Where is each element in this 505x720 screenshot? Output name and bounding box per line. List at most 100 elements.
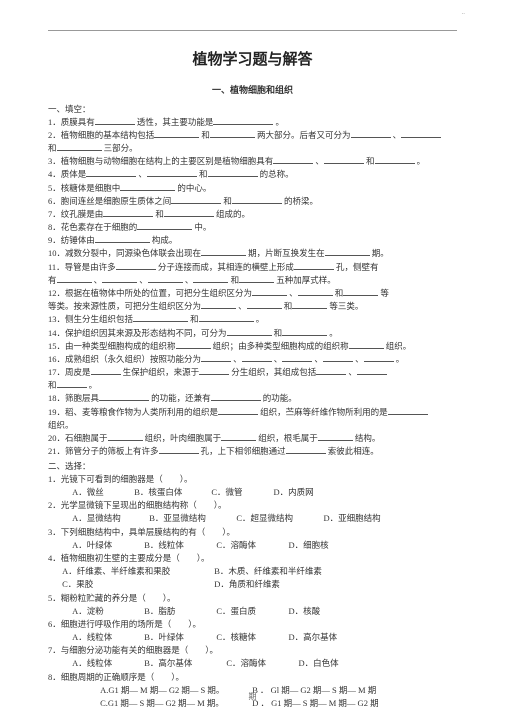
blank [193, 274, 228, 283]
blank [201, 300, 236, 309]
text: 期。 [372, 248, 389, 258]
blank [239, 274, 274, 283]
text: 有 [48, 275, 57, 285]
mc-option: A．线粒体 [72, 631, 142, 644]
text: 两大部分。后者又可分为 [257, 130, 351, 140]
text: 和 [201, 130, 210, 140]
blank [292, 300, 327, 309]
blank [357, 366, 387, 375]
q5: 5．核糖体是细胞中 的中心。 [48, 182, 457, 195]
text: 4．质体是 [48, 169, 86, 179]
blank [388, 406, 428, 415]
text: 19．稻、麦等粮食作物为人类所利用的组织是 [48, 407, 218, 417]
blank [171, 195, 221, 204]
mc-option: B．线粒体 [144, 539, 214, 552]
blank [176, 340, 211, 349]
page-subtitle: 一、植物细胞和组织 [48, 84, 457, 98]
text: 、 [233, 354, 242, 364]
q20: 20．石细胞属于 组织，叶肉细胞属于 组织，根毛属于 结构。 [48, 432, 457, 445]
text: 2．植物细胞的基本结构包括 [48, 130, 154, 140]
mc-option: D．亚细胞结构 [324, 512, 381, 525]
mc-question: 8．细胞周期的正确顺序是（ ）。 [48, 672, 184, 682]
blank [201, 353, 231, 362]
text: 。 [256, 314, 265, 324]
section-choice: 二、选择： [48, 460, 457, 473]
blank [351, 129, 391, 138]
blank [99, 392, 149, 401]
blank [273, 155, 313, 164]
q2: 2．植物细胞的基本结构包括 和 两大部分。后者又可分为 、 和 三部分。 [48, 129, 457, 155]
text: 20．石细胞属于 [48, 433, 108, 443]
mc1: 1．光镜下可看到的细胞器是（ ）。 A．微丝 B．核蛋白体 C．微管 D．内质网 [48, 473, 457, 499]
mc-option: C．微管 [211, 486, 271, 499]
text: 和 [48, 143, 57, 153]
mc5: 5．糊粉粒贮藏的养分是（ ）。 A．淀粉 B．脂肪 C．蛋白质 D．核酸 [48, 592, 457, 618]
mc-question: 3．下列细胞结构中，具单层膜结构的有（ ）。 [48, 527, 235, 537]
text: 组织。 [386, 341, 412, 351]
text: 、 [94, 275, 103, 285]
text: 期，片断互换发生在 [248, 248, 325, 258]
blank [282, 327, 327, 336]
q15: 15．由一种类型细胞构成的组织称 组织；由多种类型细胞构成的组织称 组织。 [48, 340, 457, 353]
blank [57, 142, 102, 151]
mc-option: C．溶酶体 [226, 657, 296, 670]
mc-question: 2．光学显微镜下呈现出的细胞结构称（ ）。 [48, 500, 227, 510]
mc2: 2．光学显微镜下呈现出的细胞结构称（ ）。 A．显微结构 B．亚显微结构 C．超… [48, 499, 457, 525]
blank [349, 340, 384, 349]
text: 21．筛管分子的筛板上有许多 [48, 446, 159, 456]
blank [208, 168, 258, 177]
mc-option: D．白色体 [299, 657, 339, 670]
text: 1．质膜具有 [48, 117, 95, 127]
blank [201, 247, 246, 256]
text: 。 [396, 354, 405, 364]
mc-option: A．叶绿体 [72, 539, 142, 552]
blank [242, 353, 272, 362]
text: 的总称。 [260, 169, 294, 179]
blank [316, 366, 346, 375]
text: 组织，叶肉细胞属于 [145, 433, 222, 443]
blank [282, 353, 312, 362]
q6: 6．胞间连丝是细胞原生质体之间 和 的桥梁。 [48, 195, 457, 208]
page-footer: 期 [0, 691, 505, 702]
mc-option: C．蛋白质 [216, 605, 286, 618]
blank [159, 445, 199, 454]
blank [298, 287, 333, 296]
text: 等类。按来源性质，可把分生组织区分为 [48, 301, 201, 311]
mc-option: A．纤维素、半纤维素和果胶 [62, 565, 212, 578]
text: 8．花色素存在于细胞的 [48, 222, 137, 232]
q16: 16．成熟组织（永久组织）按照功能分为 、 、 、 、 。 [48, 353, 457, 366]
q13: 13．侧生分生组织包括 和 。 [48, 313, 457, 326]
text: 中。 [194, 222, 211, 232]
blank [232, 195, 282, 204]
mc-question: 6．细胞进行呼吸作用的场所是（ ）。 [48, 619, 201, 629]
text: 和 [284, 301, 293, 311]
mc-option: B．亚显微结构 [149, 512, 234, 525]
mc-option: D．高尔基体 [289, 631, 338, 644]
blank [137, 221, 192, 230]
text: 18．筛胞层具 [48, 393, 99, 403]
mc-option: A．微丝 [72, 486, 132, 499]
blank [108, 432, 143, 441]
text: 分子连接而成，其相连的横壁上形成 [158, 262, 294, 272]
q11: 11．导管是由许多 分子连接而成，其相连的横壁上形成 孔，侧壁有 有 、 、 、… [48, 261, 457, 287]
blank [199, 313, 254, 322]
text: 和 [155, 209, 164, 219]
text: 、 [314, 354, 323, 364]
mc6: 6．细胞进行呼吸作用的场所是（ ）。 A．线粒体 B．叶绿体 C．核糖体 D．高… [48, 618, 457, 644]
text: 9．纺锤体由 [48, 235, 95, 245]
text: 和 [274, 328, 283, 338]
mc-question: 5．糊粉粒贮藏的养分是（ ）。 [48, 593, 176, 603]
text: 生保护组织，来源于 [123, 367, 200, 377]
text: 和 [335, 288, 344, 298]
blank [252, 287, 287, 296]
text: 。 [89, 380, 98, 390]
text: 组成的。 [216, 209, 250, 219]
text: 12．根据在植物体中所处的位置，可把分生组织区分为 [48, 288, 252, 298]
text: 14．保护组织因其来源及形态结构不同，可分为 [48, 328, 227, 338]
text: 的功能，还兼有 [151, 393, 211, 403]
mc-option: B．木质、纤维素和半纤维素 [214, 565, 322, 578]
mc-question: 7．与细胞分泌功能有关的细胞器是（ ）。 [48, 645, 218, 655]
text: 、 [315, 156, 324, 166]
blank [325, 247, 370, 256]
text: 10．减数分裂中，同源染色体联会出现在 [48, 248, 201, 258]
